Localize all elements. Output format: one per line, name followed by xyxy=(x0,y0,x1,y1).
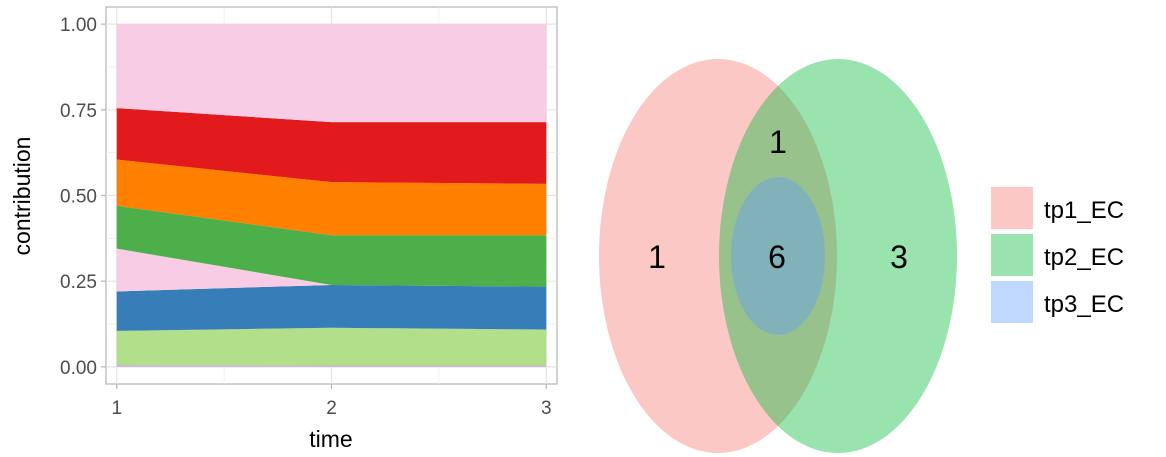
y-axis-title: contribution xyxy=(9,137,35,256)
venn-diagram: 1 1 6 3 tp1_EC tp2_EC tp3_EC xyxy=(599,59,1124,453)
axis-ticks: 0.00 0.25 0.50 0.75 1.00 1 2 3 xyxy=(60,15,552,419)
legend-label-tp3-ec: tp3_EC xyxy=(1044,291,1124,318)
venn-legend: tp1_EC tp2_EC tp3_EC xyxy=(991,187,1124,323)
area-series-1 xyxy=(116,327,547,366)
area-chart: 0.00 0.25 0.50 0.75 1.00 1 2 3 time contributio… xyxy=(9,6,558,452)
area-series-6 xyxy=(116,108,547,184)
y-tick-label-2: 0.50 xyxy=(60,187,97,208)
area-series-0 xyxy=(116,365,547,367)
area-layers xyxy=(116,24,547,367)
x-tick-label-0: 1 xyxy=(111,398,122,419)
venn-count-tp1-only: 1 xyxy=(648,239,666,275)
legend-label-tp1-ec: tp1_EC xyxy=(1044,197,1124,224)
area-series-5 xyxy=(116,159,547,236)
x-tick-label-2: 3 xyxy=(541,398,552,419)
x-axis-title: time xyxy=(309,426,352,452)
y-tick-label-0: 0.00 xyxy=(60,358,97,379)
y-tick-label-1: 0.25 xyxy=(60,272,97,293)
legend-key-tp1-ec xyxy=(991,187,1033,229)
y-tick-label-4: 1.00 xyxy=(60,15,97,36)
area-series-4 xyxy=(116,205,547,287)
venn-set-tp2-ec xyxy=(719,59,957,453)
legend-key-tp3-ec xyxy=(991,281,1033,323)
venn-count-tp1-tp2: 1 xyxy=(769,124,787,160)
venn-count-tp2-only: 3 xyxy=(890,239,908,275)
venn-set-tp1-ec xyxy=(599,59,837,453)
venn-count-all-three: 6 xyxy=(768,239,786,275)
area-series-7 xyxy=(116,24,547,123)
area-series-2 xyxy=(116,284,547,331)
legend-label-tp2-ec: tp2_EC xyxy=(1044,244,1124,271)
x-tick-label-1: 2 xyxy=(326,398,337,419)
y-tick-label-3: 0.75 xyxy=(60,101,97,122)
area-series-3 xyxy=(116,248,547,292)
legend-key-tp2-ec xyxy=(991,234,1033,276)
venn-set-tp3-ec xyxy=(731,177,825,335)
